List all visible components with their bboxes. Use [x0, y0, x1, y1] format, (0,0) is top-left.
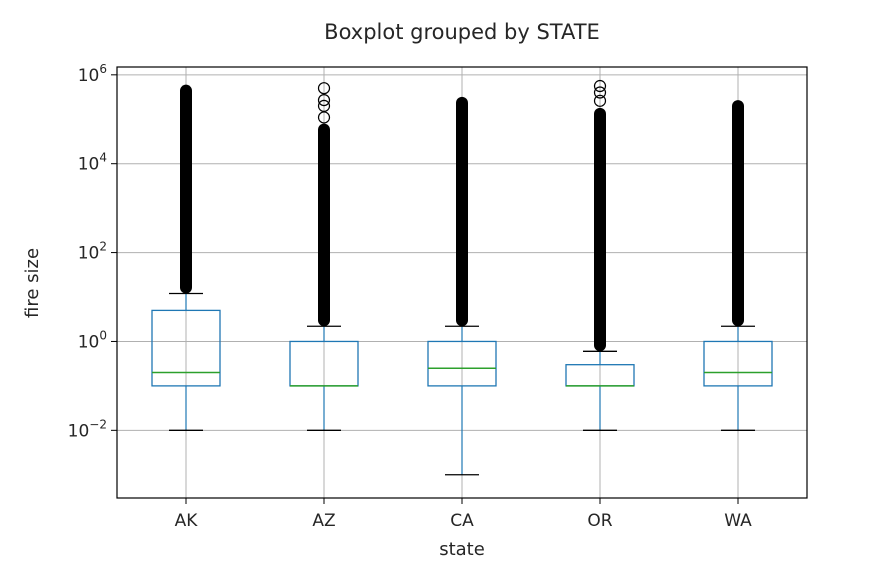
x-tick-label: AZ	[312, 511, 335, 531]
y-tick-base: 10	[78, 332, 100, 352]
y-tick-label: 106	[78, 62, 107, 86]
y-axis-label: fire size	[22, 248, 43, 318]
x-tick-label: WA	[724, 511, 752, 531]
flier-column	[318, 123, 330, 327]
y-tick-label: 100	[78, 328, 107, 352]
iqr-box	[703, 340, 773, 387]
x-axis-label: state	[439, 539, 485, 560]
iqr-box	[151, 309, 221, 387]
outlier-point	[593, 94, 607, 107]
iqr-box	[427, 340, 497, 387]
y-tick-exponent: −2	[89, 417, 107, 431]
y-tick-base: 10	[78, 66, 100, 86]
box-wa	[703, 100, 773, 431]
y-tick-exponent: 6	[99, 62, 107, 76]
flier-column	[456, 96, 468, 327]
chart-title: Boxplot grouped by STATE	[324, 20, 600, 44]
flier-column	[180, 84, 192, 294]
y-tick-base: 10	[78, 155, 100, 175]
box-ak	[151, 84, 221, 431]
outlier-point	[317, 82, 331, 95]
x-tick-label: OR	[587, 511, 612, 531]
outlier-point	[317, 99, 331, 112]
flier-column	[732, 100, 744, 327]
x-tick-label: AK	[175, 511, 199, 531]
box-layer	[151, 79, 773, 476]
x-tick-label: CA	[450, 511, 474, 531]
box-or	[565, 79, 635, 431]
y-tick-base: 10	[68, 421, 90, 441]
y-tick-label: 102	[78, 240, 107, 264]
y-tick-label: 104	[78, 151, 107, 175]
y-tick-label: 10−2	[68, 417, 107, 441]
y-tick-base: 10	[78, 244, 100, 264]
flier-column	[594, 107, 606, 352]
box-ca	[427, 96, 497, 476]
outlier-point	[317, 93, 331, 107]
outlier-point	[593, 79, 607, 93]
y-tick-exponent: 0	[99, 328, 107, 342]
box-az	[289, 82, 359, 431]
outlier-point	[593, 86, 607, 99]
y-tick-exponent: 4	[99, 151, 107, 165]
y-tick-exponent: 2	[99, 240, 107, 254]
